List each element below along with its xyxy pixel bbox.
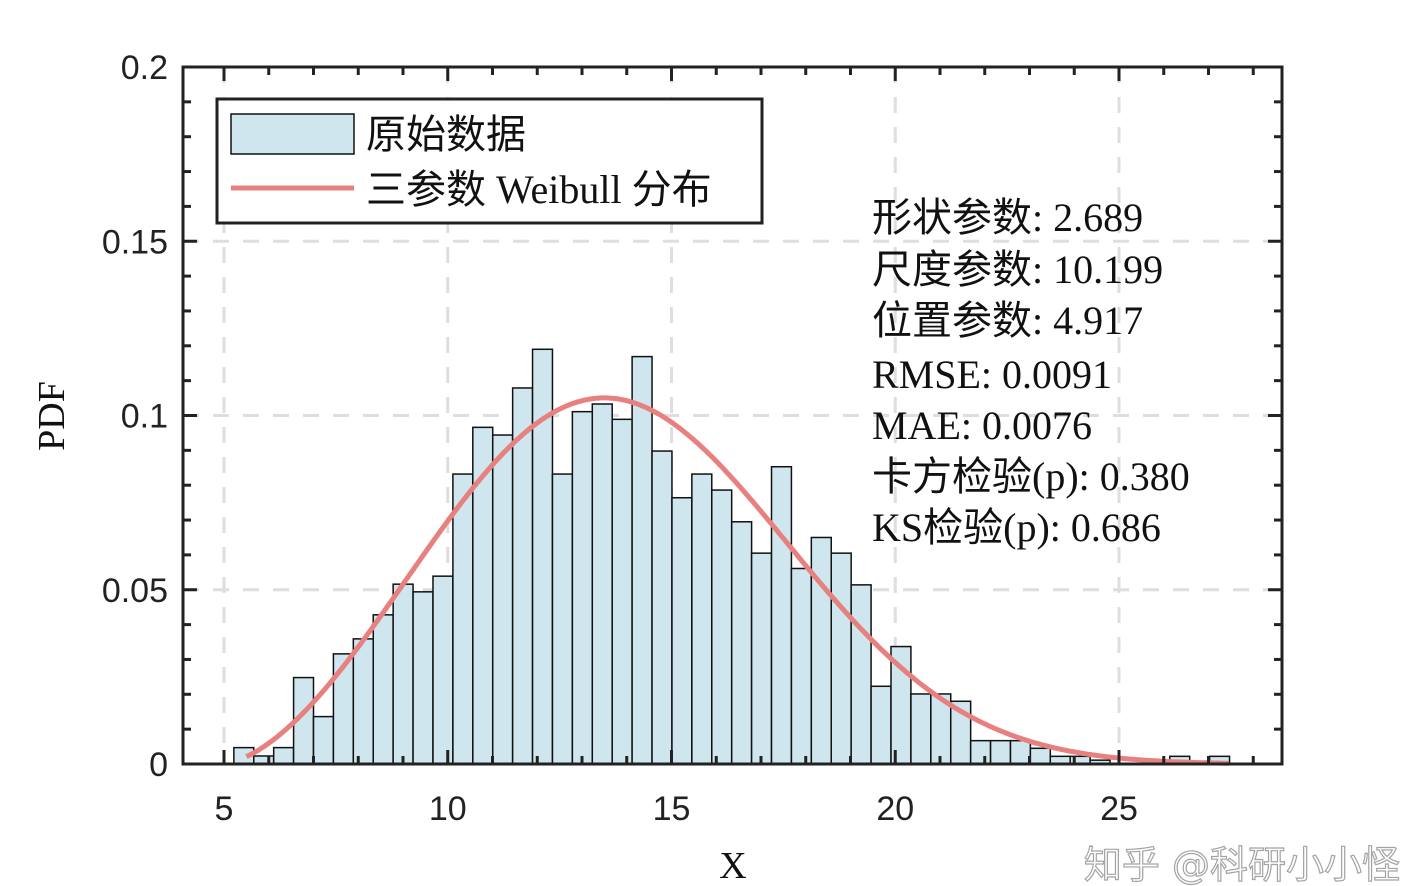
annotation-shape: 形状参数: 2.689 [872, 195, 1143, 240]
legend-histogram-label: 原始数据 [366, 112, 526, 157]
y-tick-label: 0.2 [121, 49, 168, 87]
histogram-bar [611, 418, 633, 765]
x-tick-label: 5 [215, 790, 234, 828]
histogram-bar [1009, 739, 1032, 765]
histogram-bar [631, 355, 653, 765]
histogram-bar [830, 552, 852, 765]
histogram-bar [591, 403, 613, 765]
annotation-chi-square: 卡方检验(p): 0.380 [872, 454, 1190, 499]
x-tick-labels: 5 10 15 20 25 [215, 790, 1138, 828]
x-tick-label: 10 [429, 790, 467, 828]
annotation-mae: MAE: 0.0076 [872, 403, 1092, 448]
histogram-bar [372, 614, 394, 765]
x-tick-label: 20 [876, 790, 914, 828]
histogram-bars [233, 348, 1231, 765]
fit-statistics: 形状参数: 2.689 尺度参数: 10.199 位置参数: 4.917 RMS… [872, 195, 1190, 550]
y-tick-label: 0.05 [102, 572, 168, 610]
legend-histogram-swatch [230, 113, 355, 155]
annotation-rmse: RMSE: 0.0091 [872, 352, 1112, 397]
histogram-bar [1029, 747, 1052, 765]
annotation-ks: KS检验(p): 0.686 [872, 505, 1161, 550]
histogram-bar [671, 496, 693, 765]
histogram-bar [730, 521, 753, 765]
histogram-bar [571, 410, 594, 765]
annotation-location: 位置参数: 4.917 [872, 298, 1143, 343]
histogram-bar [491, 434, 514, 765]
histogram-bar [272, 746, 295, 765]
histogram-bar [312, 715, 335, 765]
legend-curve-label: 三参数 Weibull 分布 [366, 167, 712, 212]
histogram-bar [870, 685, 892, 765]
histogram-bar [810, 536, 833, 765]
histogram-bar [969, 739, 992, 765]
weibull-curve [245, 395, 1229, 766]
y-tick-label: 0.1 [121, 398, 168, 436]
y-tick-label: 0 [149, 746, 168, 784]
plot-frame [181, 65, 1284, 766]
histogram-bar [790, 567, 813, 765]
histogram-bar [910, 693, 932, 765]
histogram-bar [750, 552, 773, 765]
watermark: 知乎 @科研小小怪 [1084, 843, 1400, 886]
legend: 原始数据 三参数 Weibull 分布 [215, 97, 764, 225]
histogram-bar [352, 638, 374, 765]
histogram-bar [452, 473, 474, 765]
histogram-bar [412, 591, 434, 765]
y-tick-label: 0.15 [102, 223, 168, 261]
annotation-scale: 尺度参数: 10.199 [872, 247, 1163, 292]
histogram-bar [392, 583, 414, 765]
y-axis-label: PDF [31, 381, 73, 451]
x-tick-label: 15 [653, 790, 691, 828]
histogram-bar [770, 465, 793, 765]
histogram-bar [432, 575, 454, 765]
y-tick-labels: 0 0.05 0.1 0.15 0.2 [102, 49, 168, 784]
histogram-bar [691, 473, 713, 765]
x-tick-label: 25 [1100, 790, 1138, 828]
histogram-bar [651, 450, 673, 765]
histogram-bar [551, 473, 574, 765]
histogram-bar [531, 348, 554, 765]
histogram-bar [850, 584, 872, 765]
x-axis-label: X [719, 845, 746, 886]
histogram-bar [989, 739, 1012, 765]
histogram-bar [711, 489, 733, 765]
